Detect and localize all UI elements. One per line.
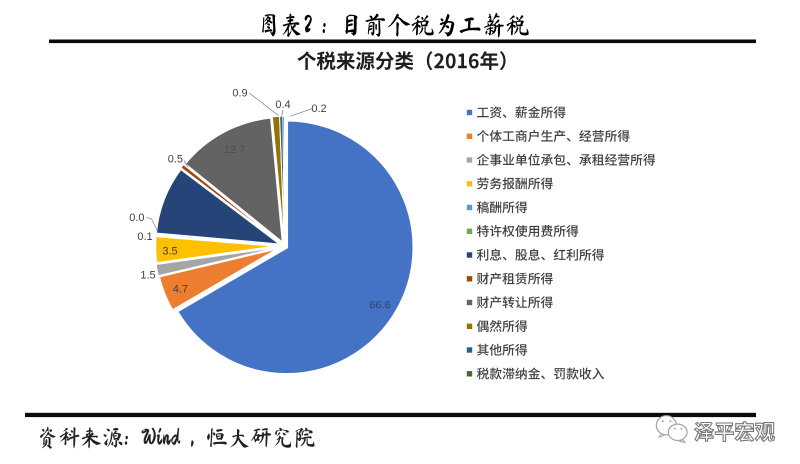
- svg-text:0.2: 0.2: [311, 103, 326, 115]
- svg-text:0.1: 0.1: [137, 231, 152, 243]
- svg-text:0.4: 0.4: [275, 99, 290, 111]
- svg-text:0.5: 0.5: [168, 154, 183, 166]
- svg-text:0.9: 0.9: [232, 87, 247, 99]
- svg-text:0.0: 0.0: [129, 212, 144, 224]
- svg-text:12.7: 12.7: [224, 144, 245, 156]
- svg-text:1.5: 1.5: [140, 270, 155, 282]
- svg-text:4.7: 4.7: [173, 284, 188, 296]
- svg-text:66.6: 66.6: [369, 300, 390, 312]
- svg-text:3.5: 3.5: [162, 246, 177, 258]
